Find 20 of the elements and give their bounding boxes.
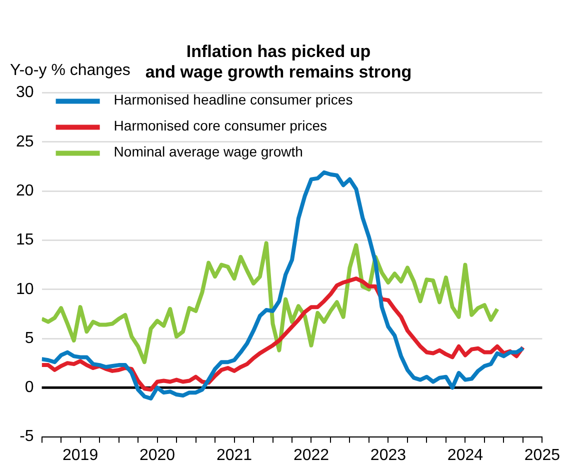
- y-tick-label: 25: [16, 133, 34, 150]
- chart-title: Inflation has picked up and wage growth remains strong: [145, 42, 412, 82]
- y-tick-label: 5: [24, 330, 34, 347]
- legend-label: Nominal average wage growth: [114, 144, 303, 160]
- y-axis-title: Y-o-y % changes: [10, 62, 130, 80]
- x-tick-label: 2021: [216, 446, 252, 464]
- y-tick-label: -5: [20, 428, 34, 446]
- y-tick-label: 20: [16, 182, 34, 200]
- y-tick-label: 30: [16, 84, 34, 102]
- x-tick-label: 2022: [293, 446, 330, 464]
- legend-label: Harmonised core consumer prices: [114, 118, 327, 134]
- x-tick-label: 2024: [447, 446, 484, 464]
- x-tick-label: 2025: [524, 446, 560, 464]
- x-tick-label: 2019: [62, 446, 98, 464]
- legend-label: Harmonised headline consumer prices: [114, 92, 353, 108]
- y-tick-label: 15: [16, 232, 34, 249]
- y-tick-label: 0: [24, 379, 34, 396]
- x-tick-label: 2020: [139, 446, 176, 464]
- x-tick-label: 2023: [370, 446, 406, 464]
- y-tick-label: 10: [16, 280, 34, 298]
